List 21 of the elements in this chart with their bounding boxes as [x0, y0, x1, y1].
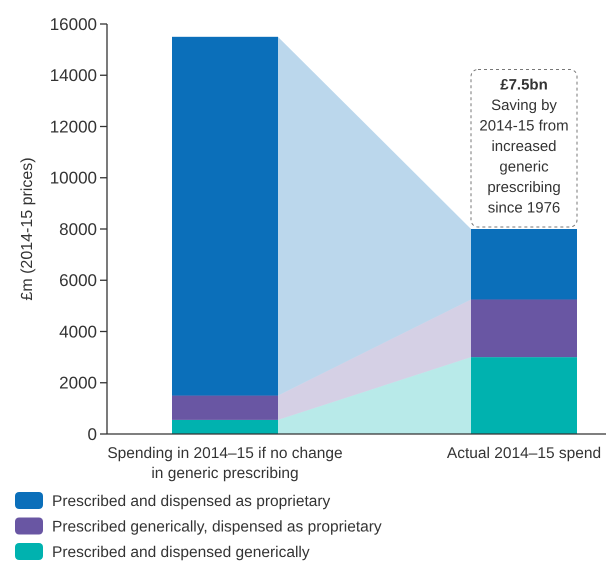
y-tick-label: 0 — [88, 424, 97, 444]
y-tick-label: 6000 — [59, 271, 97, 290]
x-tick-label: Spending in 2014–15 if no change in generic prescribing — [107, 445, 343, 482]
bar — [471, 299, 577, 358]
legend-label: Prescribed and dispensed generically — [52, 544, 310, 561]
y-tick-label: 16000 — [50, 14, 97, 34]
y-tick-label: 12000 — [50, 117, 97, 136]
x-tick-label: Actual 2014–15 spend — [446, 445, 602, 462]
bar — [471, 229, 577, 300]
bar — [172, 420, 278, 434]
legend-label: Prescribed generically, dispensed as proprietary — [52, 518, 382, 536]
annotation: Saving by 2014-15 from increased generic prescribing since 1976 — [479, 97, 569, 216]
bar — [172, 396, 278, 420]
y-tick-label: 4000 — [59, 322, 97, 342]
y-tick-label: 10000 — [50, 168, 97, 188]
annotation: £7.5bn — [500, 76, 548, 94]
legend-label: Prescribed and dispensed as proprietary — [52, 492, 331, 510]
y-tick-label: 14000 — [50, 66, 97, 86]
y-tick-label: 8000 — [59, 220, 97, 239]
y-axis-title: £m (2014-15 prices) — [19, 157, 36, 301]
y-tick-label: 2000 — [59, 374, 97, 393]
